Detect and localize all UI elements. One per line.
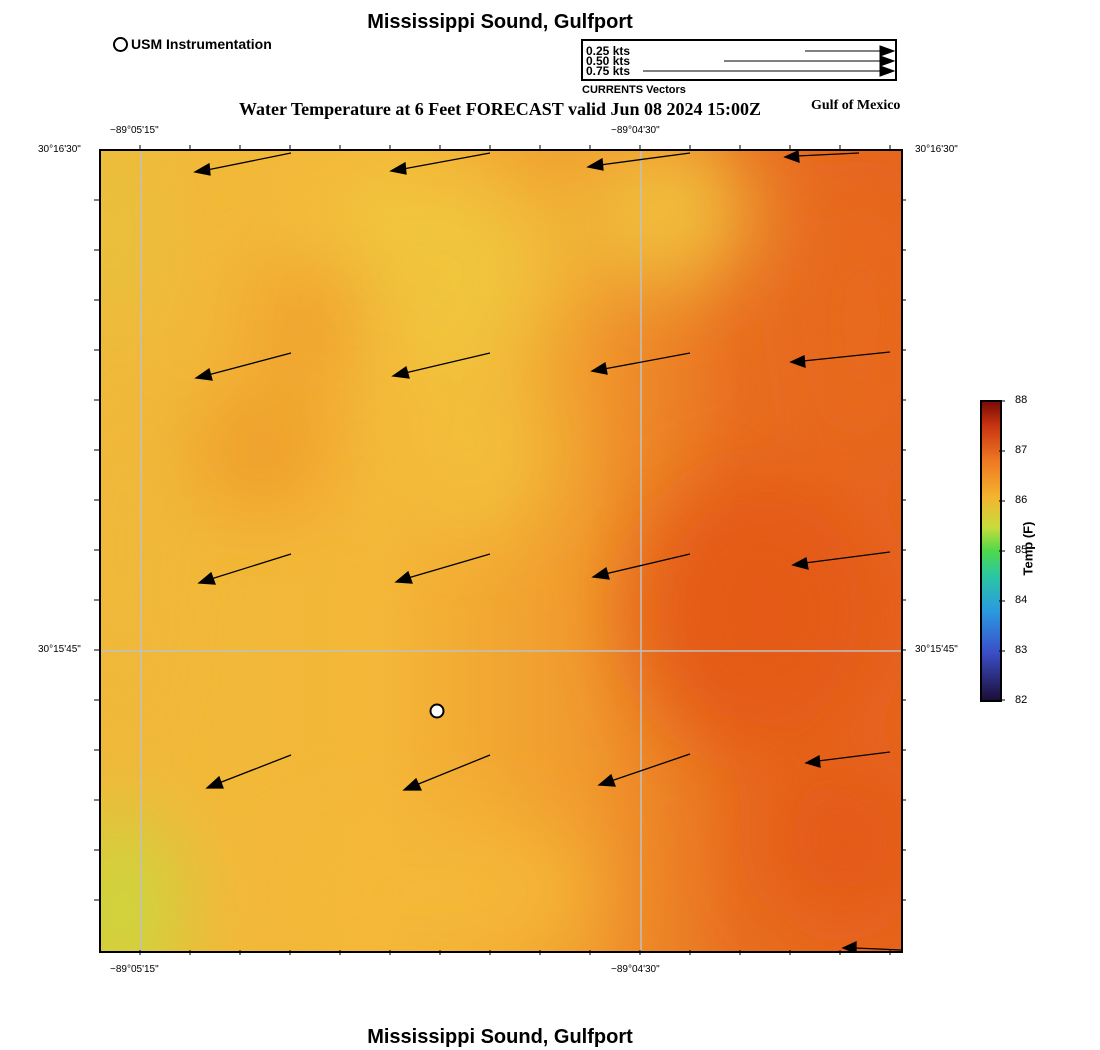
colorbar-label: Temp (F) [1020, 521, 1036, 576]
arrow-icon [590, 361, 608, 375]
vector-scale-label: 0.50 kts [586, 54, 631, 68]
lat-tick-label: 30°16'30" [38, 144, 81, 155]
page-title: Mississippi Sound, Gulfport [367, 11, 633, 33]
colorbar-tick-label: 85 [1015, 544, 1028, 556]
lon-tick-label: −89°04'30" [611, 125, 660, 136]
footer-title: Mississippi Sound, Gulfport [367, 1026, 633, 1048]
arrow-icon [789, 355, 806, 368]
vector-scale-legend: 0.25 kts 0.50 kts 0.75 kts [581, 39, 897, 81]
vector-caption: CURRENTS Vectors [582, 84, 686, 96]
lat-tick-label: 30°15'45" [915, 644, 958, 655]
arrow-icon [879, 65, 895, 77]
arrow-icon [586, 157, 604, 171]
arrow-icon [791, 557, 809, 570]
colorbar-ticks [999, 400, 1005, 701]
vector-scale-arrows [643, 45, 895, 77]
arrow-icon [879, 45, 895, 57]
arrow-icon [783, 151, 800, 163]
arrow-icon [841, 940, 857, 951]
forecast-title: Water Temperature at 6 Feet FORECAST val… [239, 99, 761, 119]
lon-tick-label: −89°05'15" [110, 125, 159, 136]
arrow-icon [391, 365, 410, 379]
colorbar-tick-label: 87 [1015, 444, 1028, 456]
frame-ticks [94, 145, 906, 955]
arrow-icon [591, 566, 610, 580]
current-vectors [193, 151, 901, 951]
arrow-icon [389, 161, 407, 175]
arrow-icon [804, 754, 821, 768]
lat-tick-label: 30°15'45" [38, 644, 81, 655]
graticule [101, 151, 901, 951]
arrow-icon [193, 162, 211, 176]
station-legend-label: USM Instrumentation [131, 36, 272, 52]
temperature-map [99, 149, 903, 953]
arrow-icon [194, 367, 213, 381]
vector-scale-label: 0.25 kts [586, 44, 631, 58]
arrow-icon [402, 777, 423, 791]
map-canvas [101, 151, 901, 951]
colorbar-tick-label: 83 [1015, 644, 1028, 656]
colorbar-tick-label: 82 [1015, 694, 1028, 706]
lat-tick-label: 30°16'30" [915, 144, 958, 155]
colorbar-tick-label: 86 [1015, 494, 1028, 506]
station-legend: USM Instrumentation [113, 36, 272, 52]
region-label: Gulf of Mexico [811, 98, 901, 113]
vector-scale-label: 0.75 kts [586, 64, 631, 78]
lon-tick-label: −89°05'15" [110, 964, 159, 975]
colorbar-tick-label: 88 [1015, 394, 1028, 406]
lon-tick-label: −89°04'30" [611, 964, 660, 975]
circle-icon [113, 36, 128, 52]
arrow-icon [205, 775, 224, 789]
colorbar-tick-label: 84 [1015, 594, 1028, 606]
arrow-icon [394, 570, 413, 584]
arrow-icon [879, 55, 895, 67]
arrow-icon [197, 571, 216, 585]
arrow-icon [597, 773, 616, 787]
usm-station-marker[interactable] [429, 703, 445, 719]
